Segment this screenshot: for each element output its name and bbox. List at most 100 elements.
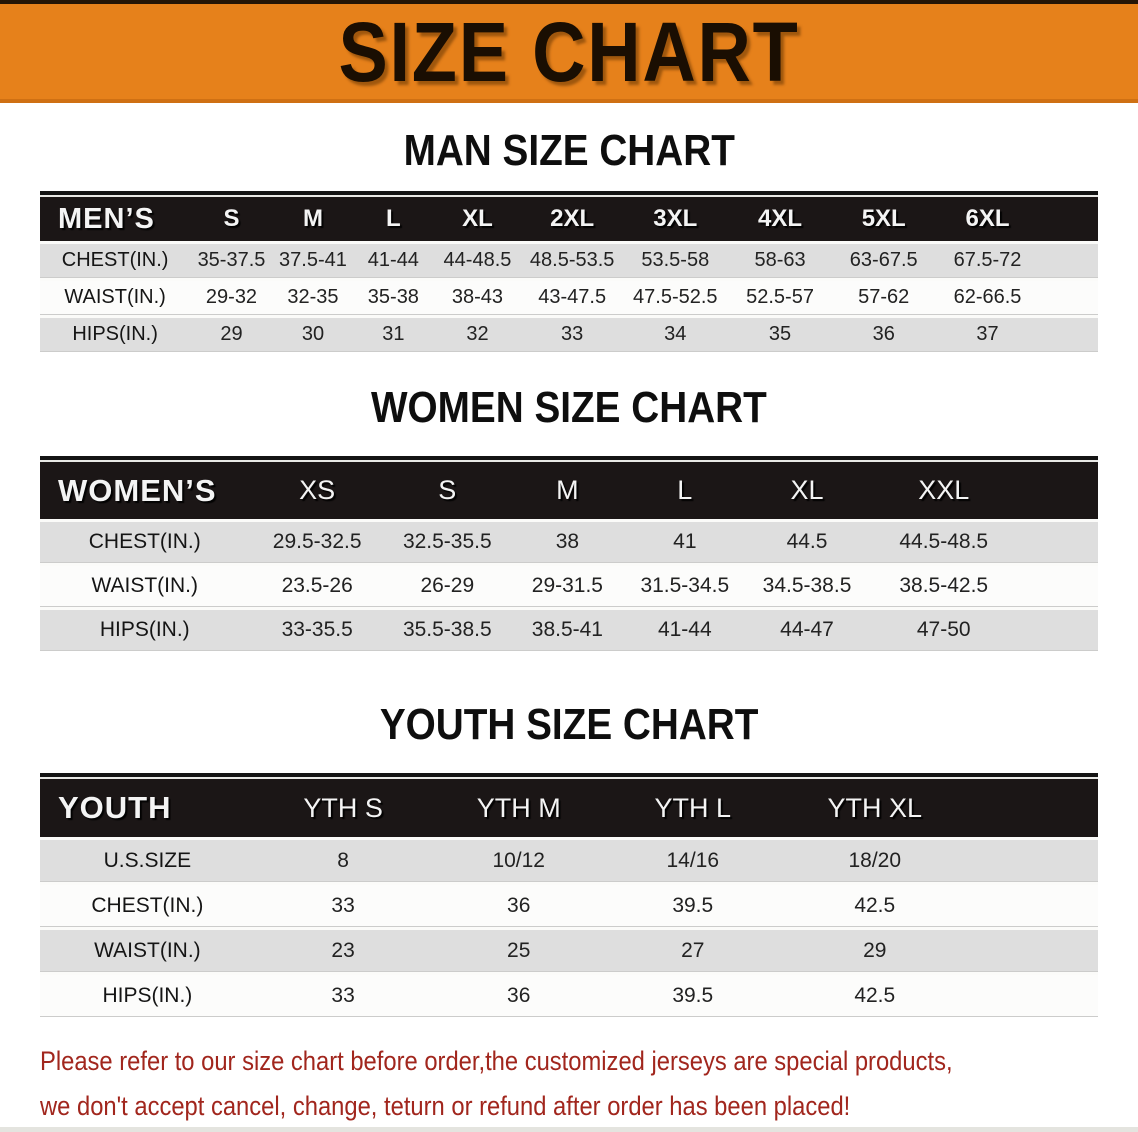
banner: SIZE CHART xyxy=(0,0,1138,103)
size-value-cell: 31 xyxy=(353,315,434,352)
order-note-line-2: we don't accept cancel, change, teturn o… xyxy=(40,1091,851,1121)
table-corner-label: YOUTH xyxy=(40,777,255,837)
row-label: WAIST(IN.) xyxy=(40,927,255,972)
size-column-header: XL xyxy=(744,460,870,519)
women-section-title: WOMEN SIZE CHART xyxy=(0,382,1138,434)
size-column-header: YTH M xyxy=(431,777,606,837)
size-value-cell: 62-66.5 xyxy=(935,278,1098,315)
size-column-header: YTH XL xyxy=(779,777,1098,837)
row-label: HIPS(IN.) xyxy=(40,607,250,651)
table-row: CHEST(IN.) 29.5-32.5 32.5-35.5 38 41 44.5 44.5… xyxy=(40,519,1098,563)
size-value-cell: 29 xyxy=(190,315,273,352)
page-title: SIZE CHART xyxy=(307,10,831,94)
table-row: WAIST(IN.) 23.5-26 26-29 29-31.5 31.5-34.5 34… xyxy=(40,563,1098,607)
header-row: YOUTH YTH S YTH M YTH L YTH XL xyxy=(40,777,1098,837)
size-value-cell: 47.5-52.5 xyxy=(622,278,728,315)
size-column-header: L xyxy=(353,195,434,241)
table-row: WAIST(IN.) 23 25 27 29 xyxy=(40,927,1098,972)
size-value-cell: 25 xyxy=(431,927,606,972)
table-row: WAIST(IN.) 29-32 32-35 35-38 38-43 43-47.5 47.… xyxy=(40,278,1098,315)
size-column-header: S xyxy=(384,460,510,519)
size-value-cell: 36 xyxy=(431,972,606,1017)
size-column-header: M xyxy=(509,460,626,519)
size-column-header: L xyxy=(625,460,745,519)
table-row: CHEST(IN.) 35-37.5 37.5-41 41-44 44-48.5 48.5… xyxy=(40,241,1098,278)
header-row: WOMEN’S XS S M L XL XXL xyxy=(40,460,1098,519)
size-value-cell: 41 xyxy=(625,519,745,563)
size-value-cell: 53.5-58 xyxy=(622,241,728,278)
size-value-cell: 14/16 xyxy=(606,837,780,882)
size-column-header: 2XL xyxy=(521,195,623,241)
size-column-header: XS xyxy=(249,460,385,519)
table-corner-label: MEN’S xyxy=(40,195,191,241)
women-size-table: WOMEN’S XS S M L XL XXL CHEST(IN.) 29.5-32.5 32.5… xyxy=(40,456,1098,651)
size-value-cell: 26-29 xyxy=(384,563,510,607)
size-value-cell: 42.5 xyxy=(779,972,1098,1017)
size-value-cell: 29-31.5 xyxy=(509,563,626,607)
size-value-cell: 18/20 xyxy=(779,837,1098,882)
youth-section-title: YOUTH SIZE CHART xyxy=(0,699,1138,751)
size-value-cell: 31.5-34.5 xyxy=(625,563,745,607)
row-label: WAIST(IN.) xyxy=(40,278,191,315)
men-size-table: MEN’S S M L XL 2XL 3XL 4XL 5XL 6XL CHEST(IN.) 35-37… xyxy=(40,191,1098,352)
row-label: CHEST(IN.) xyxy=(40,882,255,927)
size-value-cell: 35 xyxy=(727,315,833,352)
table-row: CHEST(IN.) 33 36 39.5 42.5 xyxy=(40,882,1098,927)
row-label: U.S.SIZE xyxy=(40,837,255,882)
row-label: WAIST(IN.) xyxy=(40,563,250,607)
page-title-text: SIZE CHART xyxy=(338,4,800,99)
table-row: U.S.SIZE 8 10/12 14/16 18/20 xyxy=(40,837,1098,882)
size-value-cell: 33 xyxy=(521,315,623,352)
row-label: CHEST(IN.) xyxy=(40,519,250,563)
size-column-header: XXL xyxy=(869,460,1098,519)
size-value-cell: 32.5-35.5 xyxy=(384,519,510,563)
row-label: HIPS(IN.) xyxy=(40,315,191,352)
table-corner-label: WOMEN’S xyxy=(40,460,250,519)
size-value-cell: 23.5-26 xyxy=(249,563,385,607)
size-value-cell: 29-32 xyxy=(190,278,273,315)
women-section-title-text: WOMEN SIZE CHART xyxy=(371,383,767,432)
size-value-cell: 10/12 xyxy=(431,837,606,882)
size-value-cell: 29.5-32.5 xyxy=(249,519,385,563)
size-value-cell: 48.5-53.5 xyxy=(521,241,623,278)
table-row: HIPS(IN.) 29 30 31 32 33 34 35 36 37 xyxy=(40,315,1098,352)
size-value-cell: 37.5-41 xyxy=(272,241,354,278)
size-value-cell: 29 xyxy=(779,927,1098,972)
size-value-cell: 38.5-42.5 xyxy=(869,563,1098,607)
size-column-header: S xyxy=(190,195,273,241)
size-value-cell: 27 xyxy=(606,927,780,972)
size-column-header: 5XL xyxy=(832,195,936,241)
size-value-cell: 37 xyxy=(935,315,1098,352)
size-value-cell: 36 xyxy=(832,315,936,352)
size-value-cell: 36 xyxy=(431,882,606,927)
size-column-header: 6XL xyxy=(935,195,1098,241)
youth-section-title-text: YOUTH SIZE CHART xyxy=(379,700,759,749)
size-column-header: XL xyxy=(433,195,522,241)
size-value-cell: 23 xyxy=(254,927,432,972)
size-column-header: YTH S xyxy=(254,777,432,837)
size-value-cell: 43-47.5 xyxy=(521,278,623,315)
row-label: CHEST(IN.) xyxy=(40,241,191,278)
size-value-cell: 33 xyxy=(254,882,432,927)
size-value-cell: 39.5 xyxy=(606,882,780,927)
size-value-cell: 35-37.5 xyxy=(190,241,273,278)
size-value-cell: 63-67.5 xyxy=(832,241,936,278)
size-value-cell: 35.5-38.5 xyxy=(384,607,510,651)
row-label: HIPS(IN.) xyxy=(40,972,255,1017)
order-note: Please refer to our size chart before or… xyxy=(40,1039,1138,1127)
size-value-cell: 47-50 xyxy=(869,607,1098,651)
size-value-cell: 30 xyxy=(272,315,354,352)
size-value-cell: 57-62 xyxy=(832,278,936,315)
size-value-cell: 34 xyxy=(622,315,728,352)
size-value-cell: 34.5-38.5 xyxy=(744,563,870,607)
size-value-cell: 67.5-72 xyxy=(935,241,1098,278)
table-row: HIPS(IN.) 33-35.5 35.5-38.5 38.5-41 41-44 44-… xyxy=(40,607,1098,651)
table-row: HIPS(IN.) 33 36 39.5 42.5 xyxy=(40,972,1098,1017)
youth-size-table: YOUTH YTH S YTH M YTH L YTH XL U.S.SIZE 8 10/12… xyxy=(40,773,1098,1017)
size-value-cell: 39.5 xyxy=(606,972,780,1017)
size-value-cell: 41-44 xyxy=(353,241,434,278)
size-column-header: 4XL xyxy=(727,195,833,241)
size-value-cell: 52.5-57 xyxy=(727,278,833,315)
men-section-title-text: MAN SIZE CHART xyxy=(403,126,735,175)
